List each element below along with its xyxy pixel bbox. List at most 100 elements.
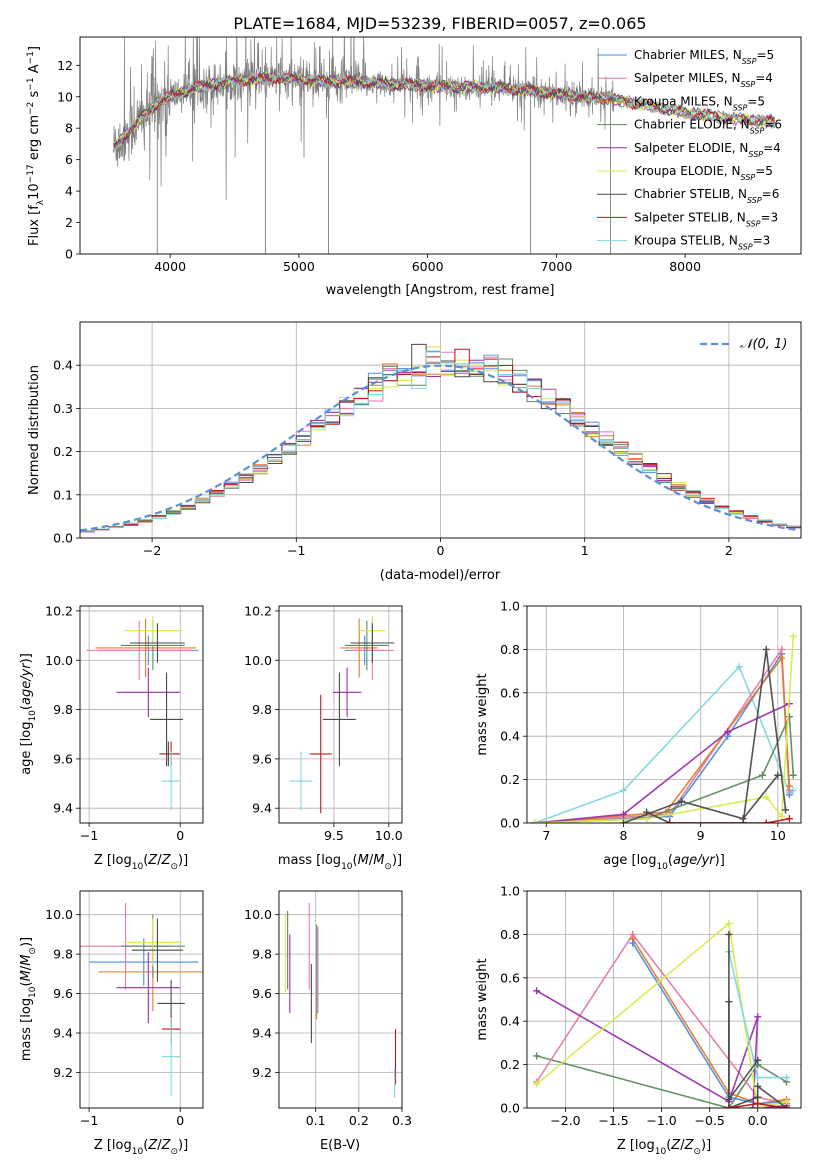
label-part: age/yr <box>673 853 716 868</box>
label-part: age [log <box>603 853 656 868</box>
label-part: M <box>19 955 34 966</box>
y-tick-label: 10.0 <box>45 653 73 668</box>
label-part: M <box>19 970 34 981</box>
mass-weight-marker-chabrier_stelib <box>762 645 770 653</box>
legend-suffix: =5 <box>756 48 774 62</box>
x-tick-label: 8 <box>620 828 628 843</box>
label-part: 10 <box>27 183 42 200</box>
label-part: ( <box>19 981 34 986</box>
mass-weight-marker-kroupa_stelib <box>735 663 743 671</box>
y-tick-label: 9.2 <box>252 1065 272 1080</box>
grid <box>80 891 203 1108</box>
label-part: 10 <box>656 862 668 872</box>
mass-weight-line-salpeter_miles <box>535 933 787 1105</box>
y-tick-label: 9.8 <box>53 702 73 717</box>
data-layer <box>284 902 397 1099</box>
y-axis-label: Normed distribution <box>27 365 42 495</box>
x-tick-label: −0.5 <box>694 1113 724 1128</box>
y-tick-label: 0.2 <box>500 772 520 787</box>
legend: 𝒩(0, 1) <box>700 337 787 352</box>
legend-text: Chabrier ELODIE, N <box>634 118 750 132</box>
mass-weight-marker-chabrier_stelib <box>754 1082 762 1090</box>
mass-weight-marker-salpeter_elodie <box>724 728 732 736</box>
y-tick-label: 10.2 <box>244 603 272 618</box>
y-tick-label: 6 <box>65 152 73 167</box>
label-part: / <box>680 1138 685 1153</box>
label-part: ⊙ <box>384 862 392 872</box>
label-part: −17 <box>26 164 36 183</box>
legend-label: Kroupa STELIB, NSSP=3 <box>634 234 770 252</box>
label-part: / <box>19 965 34 970</box>
panel-mw_vs_Z: −2.0 −1.5 −1.0 −0.5 0.0 0.0 0.2 0.4 0.6 0.8 1.0 Z [… <box>475 884 802 1157</box>
legend-suffix: =5 <box>747 94 765 108</box>
label-part: ( <box>143 1138 148 1153</box>
y-tick-label: 0.8 <box>500 927 520 942</box>
mass-weight-marker-kroupa_elodie <box>533 1080 541 1088</box>
axes-frame <box>79 36 802 255</box>
legend-sub: SSP <box>750 126 765 135</box>
label-part: Z <box>147 853 158 868</box>
mass-weight-marker-chabrier_elodie <box>785 713 793 721</box>
x-tick-label: 7 <box>542 828 550 843</box>
figure-title: PLATE=1684, MJD=53239, FIBERID=0057, z=0… <box>233 14 646 33</box>
y-tick-label: 0.4 <box>53 358 73 373</box>
label-part: ( <box>143 853 148 868</box>
label-part: erg cm <box>27 115 42 164</box>
y-tick-label: 9.4 <box>252 1026 272 1041</box>
legend-text: Salpeter STELIB, N <box>634 210 746 224</box>
legend-sub: SSP <box>747 196 762 205</box>
y-tick-label: 0.2 <box>53 444 73 459</box>
y-axis-label: mass [log10(M/M⊙)] <box>19 937 38 1061</box>
mass-weight-marker-kroupa_elodie <box>531 819 539 823</box>
mass-weight-line-kroupa_miles <box>632 938 787 1105</box>
y-tick-label: 0.3 <box>53 401 73 416</box>
mass-weight-marker-salpeter_miles <box>778 645 786 653</box>
label-part: A <box>27 64 42 77</box>
label-part: age [log <box>19 722 34 775</box>
label-part: / <box>157 853 162 868</box>
mass-weight-marker-salpeter_stelib <box>666 819 674 823</box>
grid <box>527 891 801 1108</box>
legend-label: Kroupa ELODIE, NSSP=5 <box>634 164 773 182</box>
legend-sub: SSP <box>748 149 763 158</box>
legend-label: Salpeter ELODIE, NSSP=4 <box>634 141 781 159</box>
label-part: ( <box>668 853 673 868</box>
spectrum-model-kroupa_stelib <box>113 71 776 151</box>
legend-text: Kroupa STELIB, N <box>634 234 738 248</box>
label-part: M <box>358 853 369 868</box>
grid <box>80 606 203 823</box>
label-part: ⊙ <box>28 947 38 955</box>
plot-area <box>527 606 801 823</box>
mass-weight-marker-chabrier_elodie <box>789 771 797 779</box>
x-tick-label: −1 <box>287 543 305 558</box>
axes-frame <box>278 605 403 824</box>
label-part: / <box>157 1138 162 1153</box>
grid <box>527 606 801 823</box>
gaussian-curve <box>80 364 799 532</box>
mass-weight-marker-salpeter_stelib <box>785 815 793 823</box>
label-part: Z [log <box>94 853 132 868</box>
label-part: 10 <box>655 1147 667 1157</box>
y-axis-label: mass weight <box>475 958 490 1040</box>
x-tick-label: −1.0 <box>646 1113 676 1128</box>
label-part: Z <box>684 1138 695 1153</box>
mass-weight-marker-salpeter_stelib <box>783 1104 791 1108</box>
x-axis-label: (data-model)/error <box>380 568 501 583</box>
legend-label: Chabrier MILES, NSSP=5 <box>634 48 774 66</box>
axes-frame <box>526 605 802 824</box>
y-tick-label: 4 <box>65 184 73 199</box>
label-part: )] <box>19 653 34 663</box>
spectrum-data-line <box>113 37 615 200</box>
legend-sub: SSP <box>741 80 756 89</box>
axes-frame <box>79 890 204 1109</box>
label-part: Z <box>670 1138 681 1153</box>
y-tick-label: 10 <box>57 89 73 104</box>
legend-suffix: =3 <box>760 210 778 224</box>
plot-area <box>527 891 801 1108</box>
y-tick-label: 8 <box>65 121 73 136</box>
data-layer <box>80 343 801 533</box>
legend-suffix: =3 <box>753 234 771 248</box>
x-tick-label: 0.2 <box>349 1113 369 1128</box>
